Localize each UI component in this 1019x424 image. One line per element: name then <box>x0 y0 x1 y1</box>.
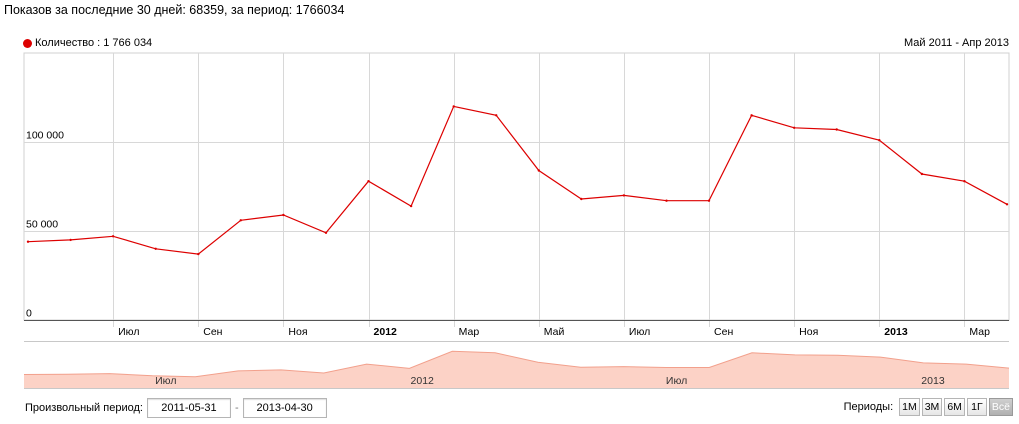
period-button-3m[interactable]: 3М <box>921 398 943 416</box>
x-tick-label: Сен <box>203 326 222 338</box>
navigator-area <box>24 351 1009 388</box>
data-point <box>367 180 370 183</box>
period-button-6m[interactable]: 6М <box>944 398 965 416</box>
data-point <box>69 238 72 242</box>
data-point <box>835 128 838 131</box>
chart-legend[interactable]: Количество : 1 766 034 <box>23 37 152 49</box>
x-tick-label: Ноя <box>799 326 818 338</box>
data-point <box>452 105 455 108</box>
x-tick-label: Июл <box>118 326 139 338</box>
data-point <box>26 240 30 243</box>
data-point <box>154 247 157 250</box>
data-point <box>239 219 242 222</box>
data-point <box>622 194 626 197</box>
period-buttons: Периоды: 1М 3М 6М 1Г Всё <box>844 398 1013 416</box>
page-summary: Показов за последние 30 дней: 68359, за … <box>4 3 345 17</box>
data-point <box>537 169 540 172</box>
navigator-label: Июл <box>666 375 687 387</box>
date-separator: - <box>234 402 239 414</box>
date-from-input[interactable] <box>146 398 231 418</box>
data-point <box>750 114 753 117</box>
custom-period-controls: Произвольный период: - <box>25 398 327 418</box>
x-tick-label: 2013 <box>884 326 908 338</box>
data-point <box>324 231 328 234</box>
data-point <box>111 235 115 238</box>
x-tick-label: Июл <box>629 326 650 338</box>
y-tick-label: 50 000 <box>26 219 58 231</box>
data-point <box>580 197 583 201</box>
plot-area <box>23 52 1010 321</box>
data-point <box>707 199 711 202</box>
data-point <box>409 204 413 208</box>
data-point <box>793 126 796 129</box>
data-point <box>920 172 924 176</box>
line-chart: 0 50 000 100 000 Июл Сен Ноя 2012 Мар Май Июл Сен Н… <box>23 52 1010 389</box>
period-button-1y[interactable]: 1Г <box>966 398 987 416</box>
navigator-line <box>23 350 1010 378</box>
data-point <box>963 180 966 183</box>
navigator-label: Июл <box>155 375 176 387</box>
data-point <box>878 139 881 142</box>
series-line <box>27 105 1008 255</box>
x-tick-label: Сен <box>714 326 733 338</box>
legend-marker-icon <box>23 38 32 48</box>
period-button-1m[interactable]: 1М <box>899 398 920 416</box>
navigator-label: 2012 <box>411 375 435 387</box>
date-to-input[interactable] <box>242 398 327 418</box>
legend-label: Количество : 1 766 034 <box>35 37 153 49</box>
custom-period-label: Произвольный период: <box>25 402 143 414</box>
data-point <box>1005 203 1009 206</box>
period-button-all[interactable]: Всё <box>988 398 1013 416</box>
period-title: Май 2011 - Апр 2013 <box>904 37 1009 49</box>
x-tick-label: Мар <box>459 326 480 338</box>
y-tick-label: 0 <box>26 308 32 320</box>
data-point <box>665 199 668 202</box>
data-point <box>197 252 200 256</box>
x-tick-label: Ноя <box>288 326 307 338</box>
y-tick-label: 100 000 <box>26 130 64 142</box>
data-point <box>282 213 285 217</box>
navigator-label: 2013 <box>921 375 945 387</box>
x-tick-label: 2012 <box>374 326 398 338</box>
periods-label: Периоды: <box>843 401 894 413</box>
x-tick-label: Мар <box>969 326 990 338</box>
data-point <box>495 114 498 117</box>
x-tick-label: Май <box>544 326 565 338</box>
